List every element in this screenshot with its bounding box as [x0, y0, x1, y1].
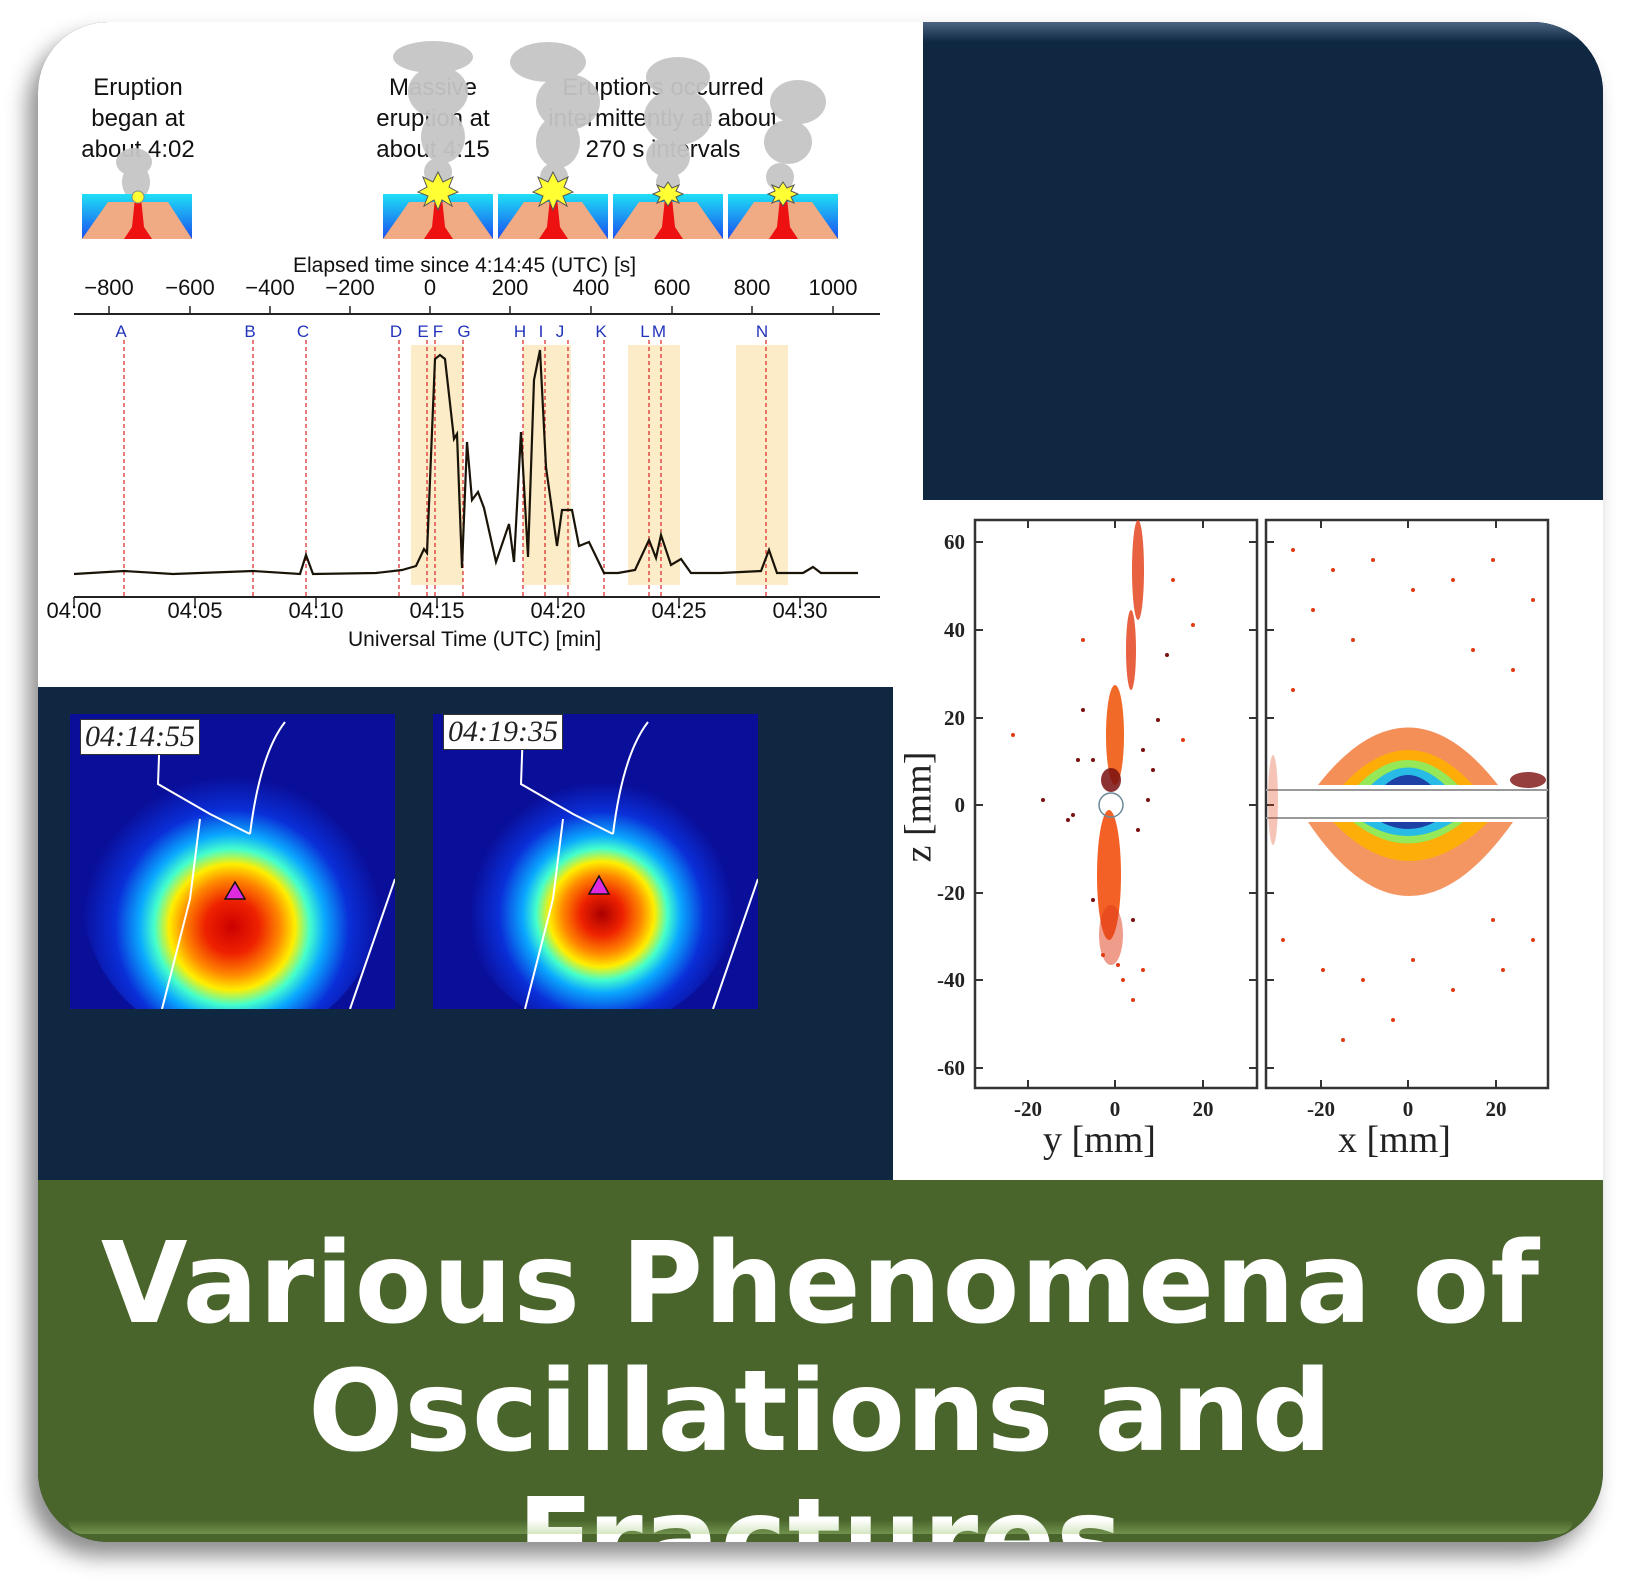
x-axis-tick: 04:15 — [409, 598, 465, 623]
heatmap-panel: 04:14:55 04:19:35 — [38, 687, 893, 1180]
x-axis-tick: 04:10 — [288, 598, 344, 623]
scatter-plots — [973, 518, 1550, 1090]
event-label: I — [538, 322, 544, 341]
x-axis-tick: 20 — [1485, 1097, 1507, 1121]
event-label: A — [115, 322, 127, 341]
timestamp-label-1: 04:14:55 — [80, 719, 200, 755]
navy-block-top-right — [923, 22, 1603, 500]
volcano-icons — [82, 41, 838, 239]
top-axis-tick: 600 — [653, 275, 691, 300]
y-axis-tick: 60 — [944, 530, 965, 554]
heatmap-2 — [433, 714, 758, 1009]
event-label: H — [513, 322, 527, 341]
event-label: B — [244, 322, 256, 341]
banner-title: Various Phenomena of Oscillations and Fr… — [38, 1220, 1603, 1542]
event-label: L — [640, 322, 650, 341]
event-label: C — [296, 322, 310, 341]
volcano-icon-1 — [82, 190, 192, 239]
top-axis-tick: 200 — [491, 275, 529, 300]
volcano-icon-3 — [498, 170, 608, 239]
eruption-timeline-panel: Eruption began at about 4:02 Massive eru… — [38, 22, 923, 687]
figure-card: Eruption began at about 4:02 Massive eru… — [38, 22, 1603, 1542]
timestamp-label-2: 04:19:35 — [443, 714, 563, 750]
x-axis-tick: 0 — [1109, 1097, 1121, 1121]
y-axis-tick: -20 — [937, 881, 965, 905]
x-axis-tick: 04:20 — [530, 598, 586, 623]
title-banner: Various Phenomena of Oscillations and Fr… — [38, 1180, 1603, 1542]
y-axis-tick: 0 — [954, 793, 966, 817]
x-axis-tick: 04:30 — [772, 598, 828, 623]
top-axis-tick: 0 — [423, 275, 437, 300]
top-axis-tick: −600 — [165, 275, 215, 300]
volcano-icon-4 — [613, 181, 723, 239]
banner-title-line-2: Oscillations and Fractures — [308, 1347, 1333, 1542]
x-axis-tick: 04:25 — [651, 598, 707, 623]
event-label: E — [417, 322, 429, 341]
y-axis-tick: -60 — [937, 1056, 965, 1080]
x-axis-title-y: y [mm] — [1043, 1119, 1156, 1161]
y-axis-tick: 40 — [944, 618, 965, 642]
y-axis-tick: 20 — [944, 706, 965, 730]
x-axis-tick: 20 — [1192, 1097, 1214, 1121]
event-label: G — [457, 322, 471, 341]
event-label: F — [432, 322, 444, 341]
y-axis-title-z: z [mm] — [897, 751, 940, 863]
caption-line: began at — [91, 105, 185, 132]
top-axis-tick: −200 — [325, 275, 375, 300]
caption-eruption-began: Eruption began at about 4:02 — [68, 72, 208, 165]
x-axis-tick: -20 — [1307, 1097, 1335, 1121]
top-axis-tick: 400 — [572, 275, 610, 300]
event-label: D — [389, 322, 403, 341]
eruption-signal-chart — [73, 306, 880, 607]
top-axis-tick: 800 — [733, 275, 771, 300]
event-label: M — [651, 322, 667, 341]
y-axis-tick: -40 — [937, 968, 965, 992]
top-axis-title: Elapsed time since 4:14:45 (UTC) [s] — [293, 254, 637, 277]
caption-line: Eruption — [93, 74, 183, 101]
x-axis-tick: 04:05 — [167, 598, 223, 623]
top-axis-tick: −400 — [245, 275, 295, 300]
scatter-panel: 60 40 20 0 -20 -40 -60 -20 0 20 -20 0 20… — [893, 500, 1603, 1180]
event-label: J — [555, 322, 565, 341]
heatmap-1 — [70, 714, 395, 1009]
x-axis-tick: -20 — [1014, 1097, 1042, 1121]
x-axis-title: Universal Time (UTC) [min] — [348, 628, 602, 651]
event-label: N — [755, 322, 769, 341]
x-axis-title-x: x [mm] — [1338, 1119, 1451, 1161]
volcano-icon-2 — [383, 170, 493, 239]
top-axis-tick: 1000 — [808, 275, 858, 300]
event-label: K — [595, 322, 607, 341]
volcano-icon-5 — [728, 181, 838, 239]
banner-title-line-1: Various Phenomena of — [100, 1219, 1541, 1349]
x-axis-tick: 0 — [1402, 1097, 1414, 1121]
x-axis-tick: 04:00 — [46, 598, 102, 623]
top-axis-tick: −800 — [84, 275, 134, 300]
